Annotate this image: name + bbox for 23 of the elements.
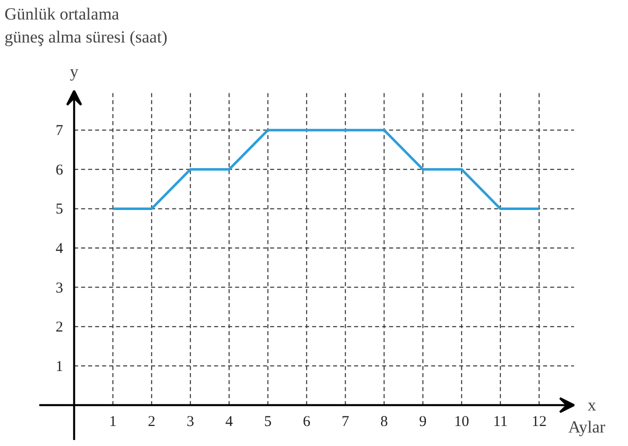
x-tick-label: 12 bbox=[532, 414, 547, 430]
x-tick-label: 4 bbox=[225, 414, 234, 430]
y-tick-label: 5 bbox=[56, 202, 64, 218]
chart-title: Günlük ortalama güneş alma süresi (saat) bbox=[4, 4, 168, 46]
x-tick-label: 5 bbox=[264, 414, 272, 430]
y-tick-label: 6 bbox=[56, 162, 64, 178]
x-tick-label: 7 bbox=[342, 414, 350, 430]
y-tick-label: 1 bbox=[56, 358, 64, 375]
x-tick-label: 8 bbox=[380, 414, 388, 430]
x-axis-title: x bbox=[588, 396, 597, 415]
y-axis-title: y bbox=[70, 62, 79, 82]
x-tick-label: 1 bbox=[109, 414, 117, 430]
y-tick-label: 3 bbox=[56, 280, 64, 296]
x-tick-label: 11 bbox=[493, 414, 508, 430]
y-tick-label: 2 bbox=[56, 320, 64, 336]
y-tick-label: 7 bbox=[56, 123, 64, 140]
y-tick-label: 4 bbox=[56, 241, 64, 257]
x-tick-label: 6 bbox=[302, 414, 311, 430]
x-tick-label: 2 bbox=[148, 414, 156, 430]
annotation: Aylar bbox=[568, 417, 606, 436]
x-tick-label: 10 bbox=[454, 414, 470, 430]
x-tick-label: 9 bbox=[419, 414, 427, 430]
x-tick-label: 3 bbox=[186, 414, 194, 430]
